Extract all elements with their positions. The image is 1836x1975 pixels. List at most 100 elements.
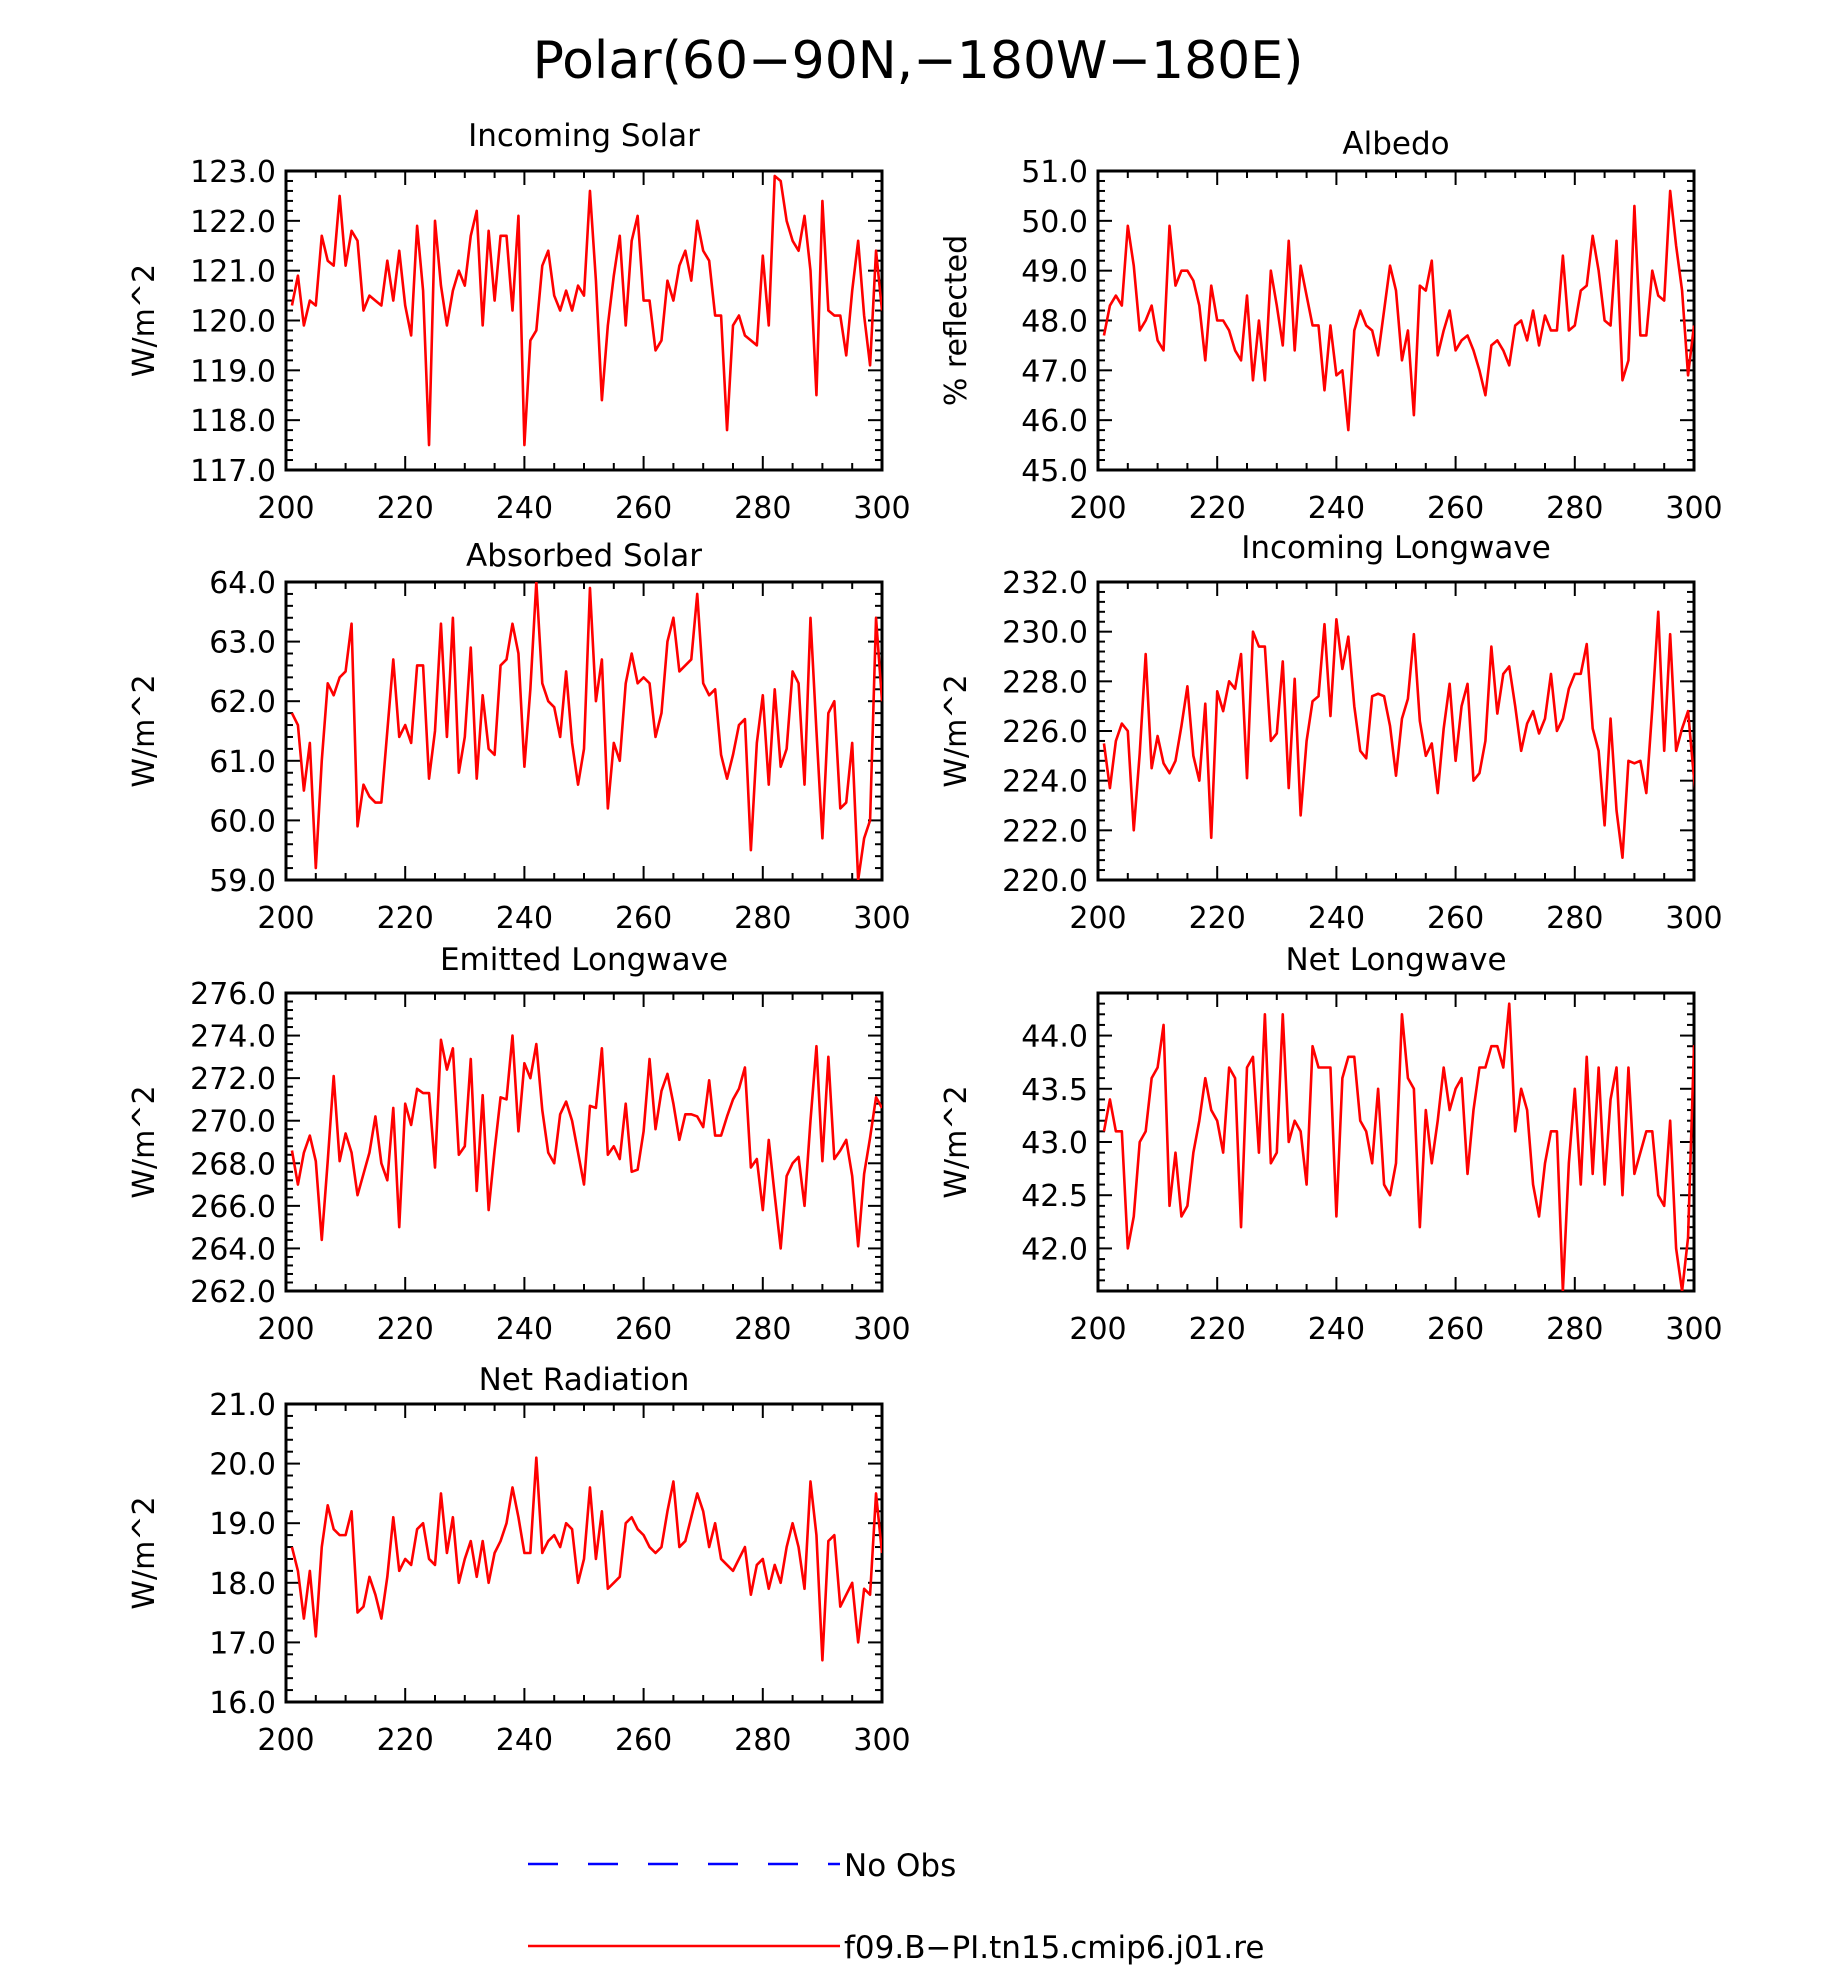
x-tick-label: 240 [1308,901,1365,936]
y-tick-label: 18.0 [209,1567,276,1602]
x-tick-label: 300 [853,901,910,936]
y-tick-label: 224.0 [1002,765,1088,800]
y-tick-label: 274.0 [190,1020,276,1055]
y-tick-label: 51.0 [1021,155,1088,190]
y-tick-label: 42.0 [1021,1232,1088,1267]
y-tick-label: 47.0 [1021,354,1088,389]
series-line-absorbed-solar [290,582,882,880]
panel-title-incoming-longwave: Incoming Longwave [1241,530,1551,566]
x-tick-label: 300 [1665,491,1722,526]
panel-title-incoming-solar: Incoming Solar [468,118,700,154]
x-tick-label: 260 [1427,1312,1484,1347]
series-line-incoming-longwave [1102,610,1694,859]
y-tick-label: 220.0 [1002,864,1088,899]
y-axis-label-emitted-longwave: W/m^2 [127,1085,162,1198]
x-tick-label: 240 [496,1312,553,1347]
panel-emitted-longwave: Emitted Longwave 200 220 240 260 280 300 262.0 2… [127,942,911,1347]
x-tick-label: 300 [853,491,910,526]
x-tick-label: 300 [1665,901,1722,936]
legend: No Obs f09.B−PI.tn15.cmip6.j01.re [528,1848,1264,1966]
y-tick-label: 20.0 [209,1448,276,1483]
y-tick-label: 60.0 [209,804,276,839]
legend-label-no-obs: No Obs [844,1848,956,1884]
y-tick-label: 118.0 [190,404,276,439]
panel-absorbed-solar: Absorbed Solar 200 220 240 260 280 300 59.0 60.0… [127,538,911,936]
y-tick-label: 46.0 [1021,404,1088,439]
x-tick-label: 200 [257,1723,314,1758]
y-tick-label: 44.0 [1021,1020,1088,1055]
x-tick-label: 300 [1665,1312,1722,1347]
x-tick-label: 200 [257,901,314,936]
x-tick-label: 220 [1189,491,1246,526]
x-tick-label: 280 [734,491,791,526]
y-tick-label: 63.0 [209,626,276,661]
panel-net-longwave: Net Longwave 200 220 240 260 280 300 42.0 42.5 43… [939,942,1723,1347]
x-tick-label: 240 [1308,491,1365,526]
x-tick-label: 200 [1069,491,1126,526]
y-tick-label: 62.0 [209,685,276,720]
y-tick-label: 268.0 [190,1147,276,1182]
y-tick-label: 21.0 [209,1388,276,1423]
y-tick-label: 262.0 [190,1275,276,1310]
x-tick-label: 260 [615,901,672,936]
y-tick-label: 42.5 [1021,1179,1088,1214]
series-line-albedo [1102,189,1694,432]
y-axis-label-incoming-solar: W/m^2 [127,264,162,377]
x-tick-label: 280 [1546,1312,1603,1347]
y-axis-label-absorbed-solar: W/m^2 [127,674,162,787]
x-tick-label: 260 [1427,491,1484,526]
x-tick-label: 240 [496,491,553,526]
y-tick-label: 45.0 [1021,454,1088,489]
legend-label-model: f09.B−PI.tn15.cmip6.j01.re [844,1930,1264,1966]
panel-title-net-radiation: Net Radiation [479,1362,690,1398]
y-tick-label: 121.0 [190,255,276,290]
x-tick-label: 200 [1069,1312,1126,1347]
x-tick-label: 260 [615,1312,672,1347]
y-tick-label: 19.0 [209,1507,276,1542]
x-tick-label: 280 [734,901,791,936]
series-line-net-longwave [1102,1002,1694,1291]
x-tick-label: 300 [853,1312,910,1347]
panel-incoming-longwave: Incoming Longwave 200 220 240 260 280 300 220.0… [939,530,1723,936]
y-tick-label: 276.0 [190,977,276,1012]
y-tick-label: 119.0 [190,354,276,389]
y-tick-label: 117.0 [190,454,276,489]
y-axis-label-net-radiation: W/m^2 [127,1496,162,1609]
y-tick-label: 16.0 [209,1686,276,1721]
x-tick-label: 240 [496,1723,553,1758]
x-tick-label: 240 [1308,1312,1365,1347]
x-tick-label: 220 [377,901,434,936]
y-tick-label: 59.0 [209,864,276,899]
x-tick-label: 260 [615,491,672,526]
y-tick-label: 43.0 [1021,1126,1088,1161]
panel-net-radiation: Net Radiation 200 220 240 260 280 300 16.0 17.0 1… [127,1362,911,1758]
y-tick-label: 264.0 [190,1232,276,1267]
y-tick-label: 232.0 [1002,566,1088,601]
y-axis-label-incoming-longwave: W/m^2 [939,674,974,787]
series-line-emitted-longwave [290,1034,882,1250]
y-tick-label: 122.0 [190,205,276,240]
y-tick-label: 64.0 [209,566,276,601]
x-tick-label: 300 [853,1723,910,1758]
x-tick-label: 260 [615,1723,672,1758]
y-tick-label: 43.5 [1021,1073,1088,1108]
x-tick-label: 220 [377,1723,434,1758]
panel-title-net-longwave: Net Longwave [1285,942,1506,978]
y-tick-label: 226.0 [1002,715,1088,750]
y-tick-label: 272.0 [190,1062,276,1097]
x-tick-label: 240 [496,901,553,936]
panels: Incoming Solar 200 220 240 260 280 300 117.0 118… [127,118,1723,1758]
y-tick-label: 61.0 [209,745,276,780]
y-tick-label: 270.0 [190,1105,276,1140]
x-tick-label: 220 [1189,901,1246,936]
y-tick-label: 123.0 [190,155,276,190]
panel-title-absorbed-solar: Absorbed Solar [466,538,702,574]
y-tick-label: 266.0 [190,1190,276,1225]
x-tick-label: 280 [1546,901,1603,936]
panel-albedo: Albedo 200 220 240 260 280 300 45.0 46.0 47.0 48.0… [939,126,1723,526]
x-tick-label: 280 [734,1312,791,1347]
x-tick-label: 220 [1189,1312,1246,1347]
panel-title-albedo: Albedo [1342,126,1449,162]
